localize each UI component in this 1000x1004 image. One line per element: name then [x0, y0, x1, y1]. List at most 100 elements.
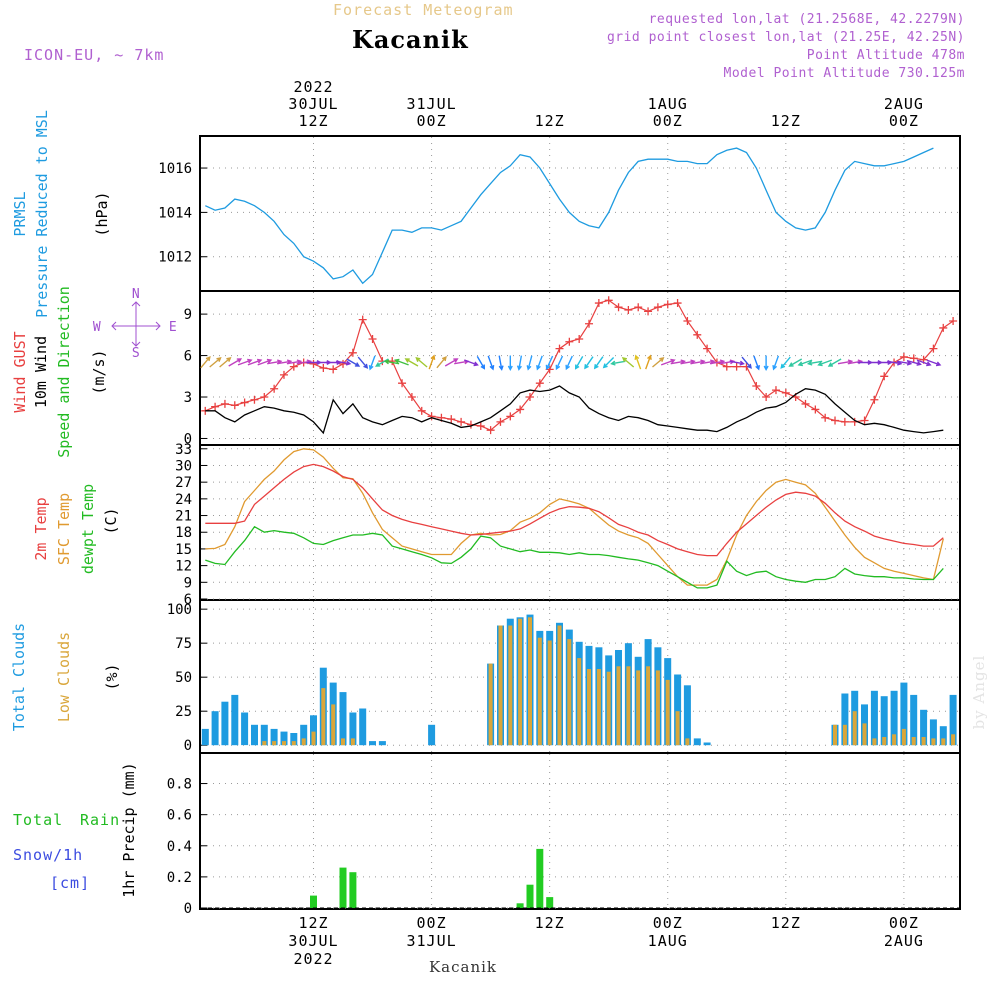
- total-cloud-bar: [890, 690, 898, 746]
- precip-ytick-label: 0.4: [167, 839, 192, 855]
- time-bottom-label: 12Z: [298, 914, 328, 932]
- total-cloud-bar: [359, 708, 367, 746]
- total-cloud-bar: [221, 701, 229, 746]
- pressure-unit: (hPa): [93, 191, 111, 236]
- gust-marker: [230, 401, 239, 410]
- footer-location: Kacanik: [429, 958, 497, 976]
- gust-marker: [220, 399, 229, 408]
- wind-ytick-label: 6: [184, 349, 192, 365]
- time-bottom-label: 00Z: [653, 914, 683, 932]
- time-top-label: 1AUG: [648, 95, 688, 113]
- time-bottom-label: 12Z: [535, 914, 565, 932]
- wind-direction-arrow: [645, 354, 652, 370]
- total-cloud-bar: [900, 682, 908, 746]
- low-cloud-bar: [833, 724, 837, 746]
- wind-direction-arrow: [593, 356, 604, 370]
- requested-coords: requested lon,lat (21.2568E, 42.2279N): [649, 12, 965, 27]
- low-cloud-bar: [665, 679, 670, 746]
- 2m-temp-line: [205, 463, 944, 557]
- low-cloud-bar: [557, 625, 562, 746]
- wind-direction-arrow: [209, 357, 222, 368]
- time-bottom-label: 31JUL: [407, 932, 457, 950]
- wind-direction-arrow: [357, 356, 369, 369]
- wind-direction-arrow: [536, 355, 543, 371]
- low-cloud-bar: [655, 670, 660, 746]
- wind-ytick-label: 3: [184, 390, 192, 406]
- low-cloud-bar: [911, 737, 916, 746]
- compass-s: S: [132, 346, 140, 361]
- low-cloud-bar: [842, 724, 847, 746]
- temp-ytick-label: 12: [175, 559, 192, 575]
- gust-marker: [525, 393, 534, 402]
- time-top-label: 00Z: [417, 112, 447, 130]
- chart-marks: [200, 147, 959, 909]
- wind-direction-arrow: [763, 355, 769, 371]
- gust-marker: [319, 364, 328, 372]
- gust-marker: [476, 422, 485, 431]
- gust-marker: [368, 334, 377, 343]
- low-cloud-bar: [685, 738, 690, 746]
- low-cloud-bar: [518, 618, 523, 746]
- low-cloud-bar: [331, 704, 336, 746]
- wind-direction-arrow: [507, 355, 513, 371]
- temp-ytick-label: 24: [175, 492, 192, 508]
- gust-marker: [634, 303, 643, 312]
- low-cloud-bar: [547, 640, 552, 746]
- gust-marker: [240, 398, 249, 407]
- time-bottom-label: 12Z: [771, 914, 801, 932]
- wind-direction-arrow: [428, 354, 436, 370]
- total-cloud-bar: [920, 709, 928, 746]
- gust-marker: [781, 388, 790, 397]
- wind-direction-arrow: [652, 357, 665, 368]
- precip-ytick-label: 0.2: [167, 870, 192, 886]
- total-cloud-bar: [880, 696, 888, 746]
- wind-direction-arrow: [729, 360, 745, 366]
- total-cloud-bar: [693, 738, 701, 746]
- total-cloud-bar: [949, 694, 957, 746]
- model-label: ICON-EU, ~ 7km: [24, 46, 164, 64]
- wind-direction-arrow: [335, 360, 352, 366]
- wind-direction-arrow: [574, 356, 584, 370]
- time-top-label: 12Z: [298, 112, 328, 130]
- gust-marker: [732, 362, 741, 371]
- temp-ytick-label: 21: [175, 509, 192, 525]
- wind-direction-arrow: [797, 359, 813, 367]
- low-cloud-bar: [498, 625, 503, 746]
- wind-direction-arrow: [516, 355, 523, 371]
- low-cloud-bar: [616, 666, 621, 746]
- precip-bar: [310, 895, 317, 908]
- gust-marker: [594, 299, 603, 308]
- gust-marker: [673, 299, 682, 308]
- wind-direction-arrow: [555, 355, 564, 371]
- total-cloud-bar: [870, 690, 878, 746]
- total-cloud-bar: [211, 711, 219, 746]
- precip-bar: [339, 867, 347, 908]
- low-cloud-bar: [528, 617, 532, 746]
- gust-marker: [752, 381, 761, 390]
- total-cloud-bar: [369, 741, 376, 746]
- rain-total-label: Total: [13, 811, 63, 829]
- wind-direction-arrow: [394, 358, 409, 366]
- wind-direction-arrow: [788, 358, 803, 367]
- low-cloud-bar: [646, 666, 651, 746]
- precip-panel: [199, 752, 961, 910]
- gust-marker: [624, 305, 633, 314]
- temp-labels: 2m Temp SFC Temp dewpt Temp (C): [32, 484, 120, 574]
- gust-marker: [329, 365, 338, 374]
- wind-direction-arrow: [896, 360, 913, 366]
- wind-unit: (m/s): [90, 349, 108, 394]
- gust-marker: [516, 405, 525, 414]
- total-cloud-bar: [201, 728, 209, 746]
- precip-bar: [546, 897, 554, 908]
- gust-marker: [407, 393, 416, 402]
- low-cloud-bar: [311, 731, 316, 746]
- wind-direction-arrow: [476, 356, 486, 370]
- gust-marker: [506, 412, 515, 421]
- pressure-ytick-label: 1016: [158, 161, 192, 177]
- low-cloud-bar: [272, 741, 277, 746]
- gust-marker: [555, 344, 564, 353]
- clouds-ytick-label: 50: [175, 670, 192, 686]
- wind-direction-arrow: [436, 355, 447, 369]
- wind-direction-arrow: [375, 358, 389, 367]
